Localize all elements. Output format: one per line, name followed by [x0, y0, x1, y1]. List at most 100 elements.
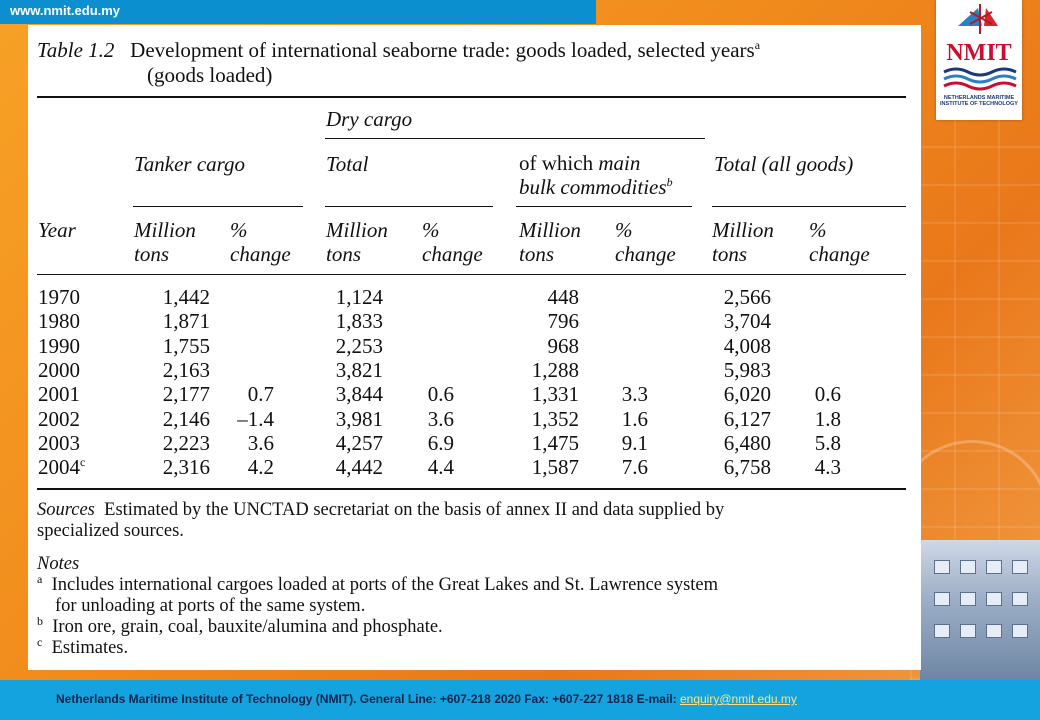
cell-all: 6,020: [723, 382, 771, 407]
cell-bulk-pct: 9.1: [621, 430, 648, 455]
cell-bulk: 1,352: [531, 406, 579, 431]
table-top-rule: [37, 96, 906, 98]
row-year: 1980: [38, 309, 80, 334]
sub-all-million: Million tons: [712, 218, 774, 266]
sub-all-change: % change: [809, 218, 870, 266]
cell-all-pct: 0.6: [814, 382, 841, 407]
header-dry-total: Total: [326, 152, 369, 176]
row-year: 2001: [38, 382, 80, 407]
cell-bulk: 448: [547, 285, 580, 309]
note-a-line2: for unloading at ports of the same syste…: [55, 596, 366, 616]
note-a-line1: Includes international cargoes loaded at…: [51, 575, 719, 595]
notes-block: Notes a Includes international cargoes l…: [37, 554, 718, 659]
cell-total: 3,981: [335, 406, 383, 431]
header-bulk: of which main bulk commoditiesb: [519, 151, 673, 199]
cell-all: 6,758: [723, 455, 771, 480]
logo-subtitle: NETHERLANDS MARITIME INSTITUTE OF TECHNO…: [940, 95, 1018, 107]
cell-tanker: 1,871: [162, 309, 210, 334]
cell-all: 5,983: [723, 357, 771, 382]
cell-tanker: 1,755: [162, 333, 210, 358]
cell-bulk-pct: 3.3: [621, 382, 648, 407]
cell-total: 3,844: [335, 382, 383, 407]
cell-total: 4,257: [335, 430, 383, 455]
cell-all: 4,008: [723, 333, 771, 358]
nmit-logo: NMIT NETHERLANDS MARITIME INSTITUTE OF T…: [936, 0, 1022, 120]
cell-bulk: 1,331: [531, 382, 579, 407]
dry-cargo-rule: [325, 138, 705, 139]
title-line2: (goods loaded): [147, 63, 273, 87]
sources-label: Sources: [37, 500, 95, 520]
cell-bulk: 1,288: [531, 357, 579, 382]
cell-bulk: 1,587: [531, 455, 579, 480]
title-footnote-mark: a: [754, 38, 761, 52]
cell-bulk: 968: [547, 333, 580, 358]
row-year: 1990: [38, 333, 80, 358]
cell-bulk: 1,475: [531, 430, 579, 455]
note-b-mark: b: [37, 613, 43, 628]
cell-tanker-pct: 3.6: [247, 430, 274, 455]
table-panel: Table 1.2 Development of international s…: [28, 25, 921, 670]
footer-contact: Netherlands Maritime Institute of Techno…: [56, 692, 797, 706]
campus-photo: [920, 540, 1040, 680]
cell-tanker: 2,163: [162, 357, 210, 382]
sources-note: Sources Estimated by the UNCTAD secretar…: [37, 500, 724, 542]
header-dry-cargo: Dry cargo: [326, 107, 413, 131]
header-year: Year: [38, 218, 76, 242]
header-all-goods: Total (all goods): [714, 152, 854, 176]
header-bottom-rule: [37, 274, 906, 275]
notes-label: Notes: [37, 554, 80, 574]
sub-bulk-million: Million tons: [519, 218, 581, 266]
cell-total: 2,253: [335, 333, 383, 358]
note-b: Iron ore, grain, coal, bauxite/alumina a…: [52, 617, 443, 637]
row-year: 2000: [38, 357, 80, 382]
total-rule: [325, 206, 493, 207]
site-url[interactable]: www.nmit.edu.my: [10, 3, 121, 18]
cell-tanker: 2,223: [162, 430, 210, 455]
allgoods-rule: [712, 206, 906, 207]
top-bar: www.nmit.edu.my: [0, 0, 596, 24]
row-year: 2003: [38, 430, 80, 455]
sources-line1: Estimated by the UNCTAD secretariat on t…: [104, 500, 725, 520]
cell-all: 6,127: [723, 406, 771, 431]
cell-all-pct: 4.3: [814, 455, 841, 480]
cell-total: 3,821: [335, 357, 383, 382]
row-year: 2004c: [38, 455, 86, 480]
tanker-rule: [133, 206, 303, 207]
table-title: Table 1.2 Development of international s…: [37, 33, 760, 88]
waves-icon: [943, 67, 1017, 91]
sub-bulk-change: % change: [615, 218, 676, 266]
cell-total-pct: 6.9: [427, 430, 454, 455]
footer-contact-text: Netherlands Maritime Institute of Techno…: [56, 692, 680, 706]
footer-email-link[interactable]: enquiry@nmit.edu.my: [679, 692, 797, 706]
row-year: 2002: [38, 406, 80, 431]
cell-bulk-pct: 1.6: [621, 406, 648, 431]
cell-tanker-pct: 0.7: [247, 382, 274, 407]
cell-tanker: 2,177: [162, 382, 210, 407]
cell-tanker-pct: –1.4: [237, 406, 274, 431]
sub-total-million: Million tons: [326, 218, 388, 266]
cell-tanker: 2,146: [162, 406, 210, 431]
note-c: Estimates.: [51, 638, 129, 658]
cell-tanker: 1,442: [162, 285, 210, 309]
note-a-mark: a: [37, 571, 43, 586]
footer-bar: [0, 680, 1040, 720]
table-label: Table 1.2: [37, 38, 115, 62]
row-year: 1970: [38, 285, 80, 309]
cell-total-pct: 0.6: [427, 382, 454, 407]
cell-all: 6,480: [723, 430, 771, 455]
title-line1: Development of international seaborne tr…: [130, 38, 755, 62]
header-tanker-cargo: Tanker cargo: [134, 152, 246, 176]
cell-bulk: 796: [547, 309, 580, 334]
cell-tanker: 2,316: [162, 455, 210, 480]
note-c-mark: c: [37, 634, 43, 649]
cell-all-pct: 1.8: [814, 406, 841, 431]
cell-total: 1,124: [335, 285, 383, 309]
cell-total-pct: 3.6: [427, 406, 454, 431]
sub-total-change: % change: [422, 218, 483, 266]
cell-all: 2,566: [723, 285, 771, 309]
cell-all: 3,704: [723, 309, 771, 334]
cell-tanker-pct: 4.2: [247, 455, 274, 480]
sub-tanker-change: % change: [230, 218, 291, 266]
cell-bulk-pct: 7.6: [621, 455, 648, 480]
logo-wordmark: NMIT: [946, 40, 1012, 66]
